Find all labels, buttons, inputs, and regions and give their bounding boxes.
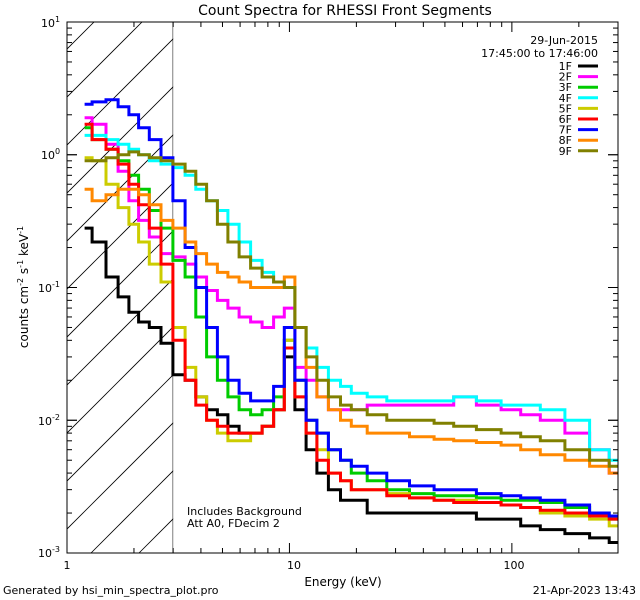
legend-label: 7F bbox=[559, 124, 572, 137]
legend-label: 2F bbox=[559, 71, 572, 84]
hatched-region bbox=[67, 22, 174, 553]
hatch-line bbox=[67, 230, 174, 338]
chart-title: Count Spectra for RHESSI Front Segments bbox=[198, 3, 492, 19]
time-range-label: 17:45:00 to 17:46:00 bbox=[481, 47, 598, 60]
legend-label: 5F bbox=[559, 102, 572, 115]
legend-label: 8F bbox=[559, 134, 572, 147]
hatch-line bbox=[67, 182, 174, 290]
footer-generated-by: Generated by hsi_min_spectra_plot.pro bbox=[3, 584, 219, 597]
date-label: 29-Jun-2015 bbox=[530, 34, 598, 47]
legend-label: 1F bbox=[559, 60, 572, 73]
series-line-7F bbox=[84, 98, 618, 518]
y-axis-label: counts cm-2 s-1 keV-1 bbox=[16, 226, 31, 348]
legend-label: 4F bbox=[559, 92, 572, 105]
x-axis-label: Energy (keV) bbox=[304, 575, 381, 589]
x-tick-label: 1 bbox=[64, 559, 71, 572]
series-line-9F bbox=[84, 150, 618, 468]
legend-label: 6F bbox=[559, 113, 572, 126]
annotation-attenuator: Att A0, FDecim 2 bbox=[187, 517, 280, 530]
x-tick-label: 10 bbox=[287, 559, 301, 572]
series-line-6F bbox=[84, 122, 618, 521]
hatch-line bbox=[67, 374, 174, 482]
hatch-line bbox=[67, 22, 143, 98]
hatch-line bbox=[67, 38, 174, 146]
legend-label: 3F bbox=[559, 81, 572, 94]
series-group bbox=[84, 98, 618, 544]
x-tick-labels: 1 10 100 bbox=[64, 559, 525, 572]
hatch-line bbox=[67, 422, 174, 530]
x-tick-label: 100 bbox=[504, 559, 525, 572]
axis-ticks bbox=[66, 21, 619, 554]
legend-label: 9F bbox=[559, 145, 572, 158]
annotation-background: Includes Background bbox=[187, 505, 302, 518]
footer-timestamp: 21-Apr-2023 13:43 bbox=[532, 584, 636, 597]
